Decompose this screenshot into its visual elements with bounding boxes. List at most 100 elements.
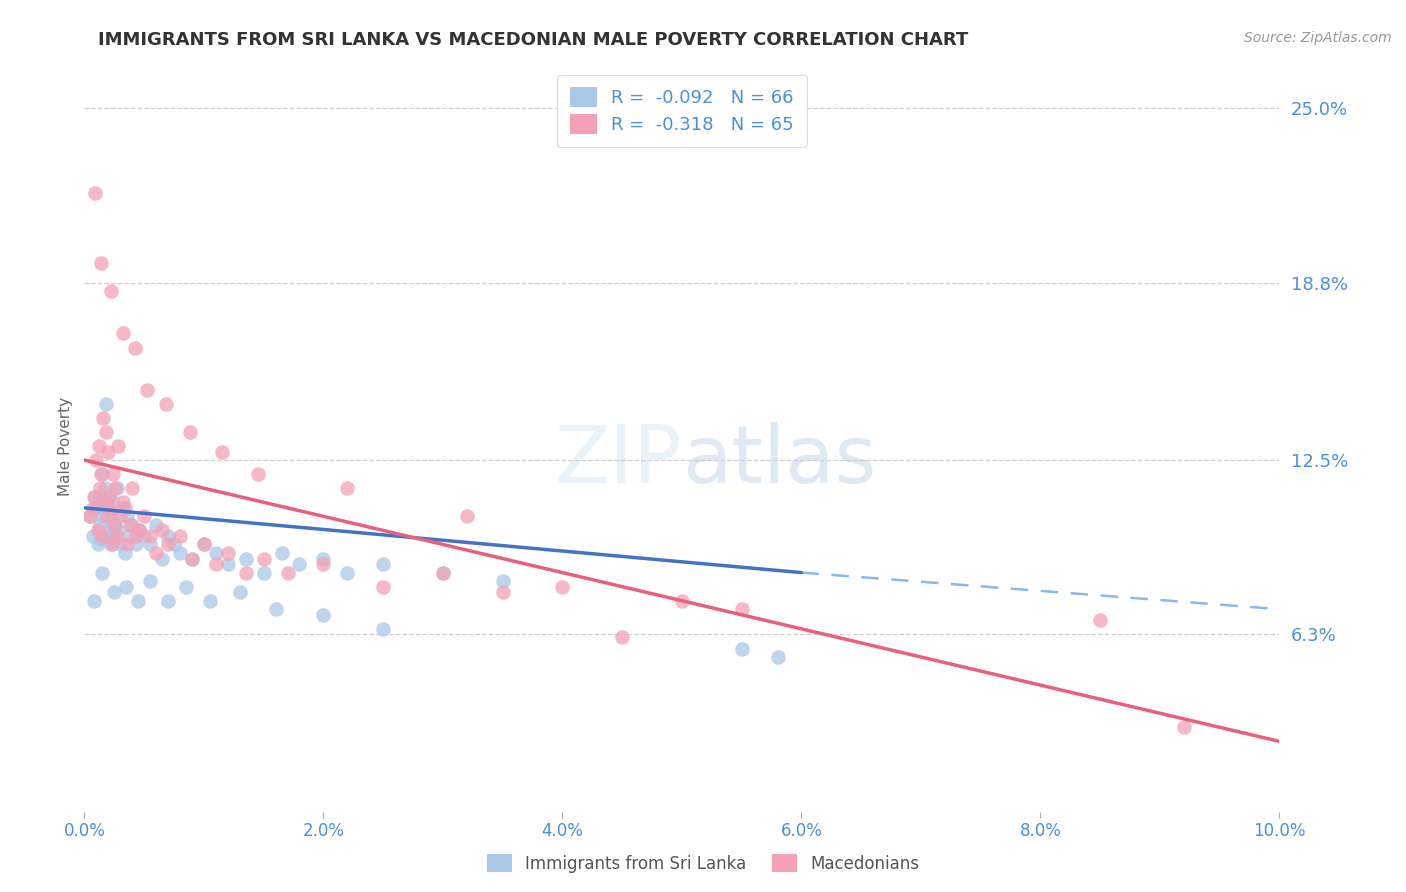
Point xyxy=(169,529,191,543)
Point xyxy=(253,566,276,580)
Point xyxy=(90,532,112,546)
Point xyxy=(118,517,141,532)
Point xyxy=(174,580,197,594)
Point xyxy=(205,546,228,560)
Point xyxy=(766,650,789,665)
Point xyxy=(111,500,134,515)
Point xyxy=(89,481,111,495)
Point xyxy=(139,537,162,551)
Point xyxy=(96,509,118,524)
Point xyxy=(79,509,101,524)
Point xyxy=(373,580,395,594)
Point xyxy=(157,593,180,607)
Point xyxy=(87,439,110,453)
Point xyxy=(125,529,148,543)
Point xyxy=(94,425,117,439)
Point xyxy=(105,529,128,543)
Point xyxy=(277,566,299,580)
Point xyxy=(150,524,173,538)
Point xyxy=(181,551,204,566)
Point xyxy=(103,517,125,532)
Point xyxy=(82,500,104,515)
Point xyxy=(124,341,146,355)
Point xyxy=(155,397,177,411)
Point xyxy=(163,537,186,551)
Y-axis label: Male Poverty: Male Poverty xyxy=(58,396,73,496)
Point xyxy=(93,481,115,495)
Point xyxy=(135,383,157,397)
Point xyxy=(312,551,335,566)
Point xyxy=(97,444,120,458)
Point xyxy=(731,602,754,616)
Point xyxy=(121,481,143,495)
Point xyxy=(246,467,269,482)
Point xyxy=(217,557,239,571)
Point xyxy=(193,537,215,551)
Point xyxy=(1090,614,1112,628)
Point xyxy=(90,256,112,270)
Point xyxy=(104,481,127,495)
Point xyxy=(181,551,204,566)
Point xyxy=(114,500,136,515)
Point xyxy=(117,537,139,551)
Point xyxy=(270,546,292,560)
Text: Source: ZipAtlas.com: Source: ZipAtlas.com xyxy=(1244,31,1392,45)
Point xyxy=(551,580,574,594)
Point xyxy=(193,537,215,551)
Point xyxy=(1173,720,1195,734)
Point xyxy=(89,517,111,532)
Point xyxy=(432,566,454,580)
Point xyxy=(86,537,108,551)
Point xyxy=(432,566,454,580)
Text: atlas: atlas xyxy=(682,422,876,500)
Point xyxy=(179,425,201,439)
Point xyxy=(111,495,134,509)
Point xyxy=(83,490,105,504)
Point xyxy=(86,500,108,515)
Point xyxy=(118,529,141,543)
Point xyxy=(93,495,115,509)
Point xyxy=(235,566,257,580)
Point xyxy=(492,574,515,588)
Point xyxy=(100,500,122,515)
Point xyxy=(94,529,117,543)
Point xyxy=(125,537,148,551)
Point xyxy=(492,585,515,599)
Point xyxy=(132,529,156,543)
Point xyxy=(373,622,395,636)
Point xyxy=(115,580,138,594)
Point xyxy=(336,566,359,580)
Point xyxy=(84,186,107,200)
Point xyxy=(101,495,124,509)
Point xyxy=(114,546,136,560)
Point xyxy=(94,397,117,411)
Point xyxy=(128,524,150,538)
Point xyxy=(91,529,114,543)
Point xyxy=(97,490,120,504)
Point xyxy=(87,495,110,509)
Point xyxy=(101,509,124,524)
Point xyxy=(150,551,173,566)
Point xyxy=(98,524,121,538)
Point xyxy=(128,524,150,538)
Point xyxy=(145,517,167,532)
Point xyxy=(264,602,287,616)
Point xyxy=(169,546,191,560)
Point xyxy=(100,285,122,299)
Point xyxy=(145,546,167,560)
Point xyxy=(91,566,114,580)
Point xyxy=(86,524,108,538)
Point xyxy=(121,517,143,532)
Point xyxy=(117,509,139,524)
Point xyxy=(83,593,105,607)
Point xyxy=(86,453,108,467)
Point xyxy=(205,557,228,571)
Point xyxy=(105,481,128,495)
Point xyxy=(157,529,180,543)
Point xyxy=(312,557,335,571)
Text: ZIP: ZIP xyxy=(554,422,682,500)
Point xyxy=(104,517,127,532)
Point xyxy=(82,529,104,543)
Point xyxy=(253,551,276,566)
Point xyxy=(79,509,101,524)
